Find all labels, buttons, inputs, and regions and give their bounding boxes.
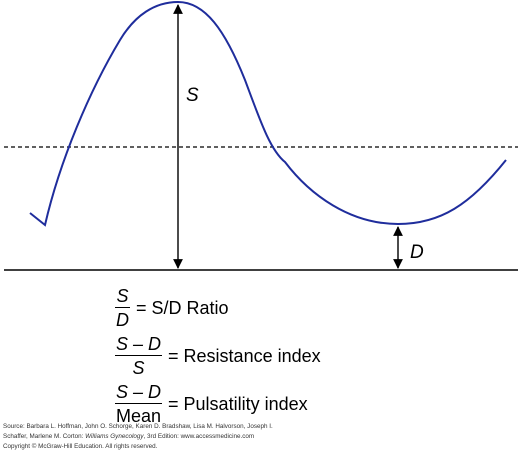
authors-line: Schaffer, Marlene M. Corton: Williams Gy… (3, 433, 255, 440)
resistance-index-formula: S – D S = Resistance index (115, 335, 321, 377)
book-title: Williams Gynecology (85, 433, 144, 440)
copyright-text: Copyright © McGraw-Hill Education. All r… (3, 443, 158, 450)
denominator: S (132, 358, 145, 378)
pulsatility-index-formula: S – D Mean = Pulsatility index (115, 383, 308, 425)
numerator: S (115, 286, 130, 308)
sd-ratio-formula: S D = S/D Ratio (115, 287, 229, 329)
source-text: Source: Barbara L. Hoffman, John O. Scho… (3, 423, 273, 430)
formula-result: = Pulsatility index (168, 394, 308, 414)
denominator: Mean (116, 406, 162, 426)
numerator: S – D (115, 382, 163, 404)
fraction: S – D Mean (115, 382, 163, 426)
edition-text: , 3rd Edition: www.accessmedicine.com (143, 433, 255, 440)
denominator: D (116, 310, 129, 330)
diastolic-label: D (410, 242, 424, 263)
fraction: S D (115, 287, 130, 329)
formula-result: = Resistance index (168, 346, 321, 366)
authors-text: Schaffer, Marlene M. Corton: (3, 433, 86, 440)
copyright-line: Copyright © McGraw-Hill Education. All r… (3, 443, 158, 450)
doppler-waveform-diagram: S D (4, 0, 518, 271)
velocity-waveform (29, 0, 507, 227)
systolic-label: S (186, 85, 199, 106)
numerator: S – D (115, 334, 163, 356)
formula-result: = S/D Ratio (136, 298, 229, 318)
source-line: Source: Barbara L. Hoffman, John O. Scho… (3, 423, 273, 430)
fraction: S – D S (115, 334, 163, 378)
